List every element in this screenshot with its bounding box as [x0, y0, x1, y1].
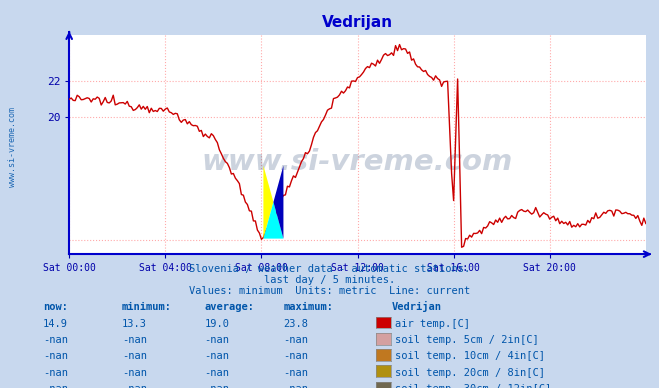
Text: -nan: -nan — [122, 367, 147, 378]
Text: now:: now: — [43, 302, 68, 312]
Text: www.si-vreme.com: www.si-vreme.com — [202, 148, 513, 176]
Text: air temp.[C]: air temp.[C] — [395, 319, 471, 329]
Text: www.si-vreme.com: www.si-vreme.com — [8, 107, 17, 187]
Text: -nan: -nan — [122, 335, 147, 345]
Text: soil temp. 20cm / 8in[C]: soil temp. 20cm / 8in[C] — [395, 367, 546, 378]
Text: minimum:: minimum: — [122, 302, 172, 312]
Text: -nan: -nan — [283, 367, 308, 378]
Text: Vedrijan: Vedrijan — [392, 301, 442, 312]
Text: -nan: -nan — [122, 351, 147, 361]
Text: -nan: -nan — [283, 335, 308, 345]
Text: -nan: -nan — [43, 367, 68, 378]
Text: average:: average: — [204, 302, 254, 312]
Text: -nan: -nan — [43, 335, 68, 345]
Text: -nan: -nan — [43, 384, 68, 388]
Polygon shape — [264, 202, 283, 239]
Text: -nan: -nan — [204, 351, 229, 361]
Text: 14.9: 14.9 — [43, 319, 68, 329]
Text: last day / 5 minutes.: last day / 5 minutes. — [264, 275, 395, 285]
Text: 23.8: 23.8 — [283, 319, 308, 329]
Title: Vedrijan: Vedrijan — [322, 15, 393, 29]
Text: Slovenia / weather data - automatic stations.: Slovenia / weather data - automatic stat… — [189, 263, 470, 274]
Text: 19.0: 19.0 — [204, 319, 229, 329]
Text: soil temp. 30cm / 12in[C]: soil temp. 30cm / 12in[C] — [395, 384, 552, 388]
Text: -nan: -nan — [204, 335, 229, 345]
Text: -nan: -nan — [283, 384, 308, 388]
Text: -nan: -nan — [204, 367, 229, 378]
Polygon shape — [264, 166, 273, 239]
Text: 13.3: 13.3 — [122, 319, 147, 329]
Text: maximum:: maximum: — [283, 302, 333, 312]
Polygon shape — [273, 166, 283, 239]
Text: -nan: -nan — [43, 351, 68, 361]
Text: soil temp. 10cm / 4in[C]: soil temp. 10cm / 4in[C] — [395, 351, 546, 361]
Text: -nan: -nan — [122, 384, 147, 388]
Text: -nan: -nan — [204, 384, 229, 388]
Text: -nan: -nan — [283, 351, 308, 361]
Text: Values: minimum  Units: metric  Line: current: Values: minimum Units: metric Line: curr… — [189, 286, 470, 296]
Text: soil temp. 5cm / 2in[C]: soil temp. 5cm / 2in[C] — [395, 335, 539, 345]
